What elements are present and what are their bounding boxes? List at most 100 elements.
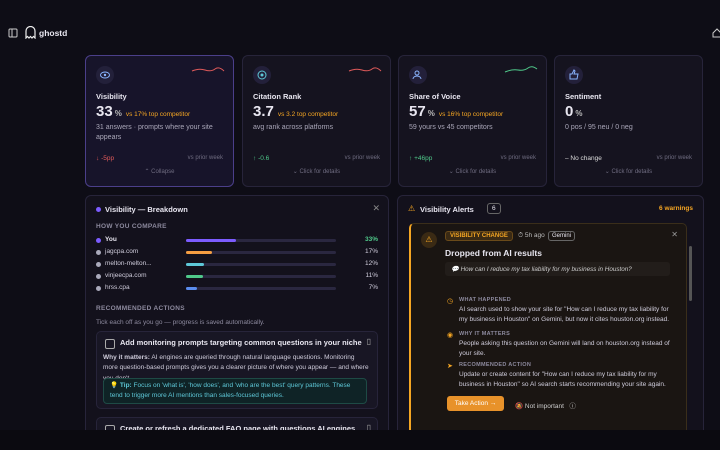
brand: ghostd xyxy=(39,28,68,38)
card-period: vs prior week xyxy=(656,155,692,161)
warning-icon: ⚠ xyxy=(408,204,416,213)
bar xyxy=(186,251,212,254)
section-heading: WHY IT MATTERS xyxy=(459,331,511,337)
comparison: vs 17% top competitor xyxy=(125,111,191,118)
card-icon xyxy=(96,66,114,84)
alert-title: Dropped from AI results xyxy=(445,248,542,258)
alert-card: ⚠ VISIBILITY CHANGE ⏱ 5h ago Gemini ✕ Dr… xyxy=(409,223,687,436)
panel-title: Visibility — Breakdown xyxy=(105,205,188,214)
card-action[interactable]: ⌄ Click for details xyxy=(604,169,653,175)
card-icon xyxy=(253,66,271,84)
card-action[interactable]: ⌄ Click for details xyxy=(292,169,341,175)
metric-card[interactable]: Citation Rank 3.7 vs 3.2 top competitor a… xyxy=(242,55,391,187)
compare-row: vinjeecpa.com 11% xyxy=(96,272,378,282)
sparkline xyxy=(348,67,382,72)
scrollbar[interactable] xyxy=(689,246,692,301)
dot xyxy=(96,274,101,279)
dot xyxy=(96,238,101,243)
sparkline xyxy=(504,66,538,73)
alert-time: 5h ago xyxy=(524,232,545,239)
card-value: 0% xyxy=(565,103,582,120)
metric-card[interactable]: Sentiment 0% 0 pos / 95 neu / 0 neg – No… xyxy=(554,55,703,187)
card-description: avg rank across platforms xyxy=(253,124,334,131)
section-text: AI search used to show your site for "Ho… xyxy=(459,306,670,324)
comparison: vs 3.2 top competitor xyxy=(277,111,339,118)
card-period: vs prior week xyxy=(187,155,223,161)
take-action-button[interactable]: Take Action → xyxy=(447,396,504,411)
section-heading: WHAT HAPPENED xyxy=(459,297,512,303)
delta: -0.6 xyxy=(258,155,270,162)
section-heading: RECOMMENDED ACTIONS xyxy=(96,305,185,312)
unit: % xyxy=(427,109,435,118)
alerts-panel: ⚠ Visibility Alerts 6 6 warnings ⚠ VISIB… xyxy=(397,195,704,437)
card-value: 3.7 vs 3.2 top competitor xyxy=(253,103,338,120)
action[interactable]: Click for details xyxy=(611,169,653,175)
tip-box: 💡 Tip: Focus on 'what is', 'how does', a… xyxy=(103,378,367,404)
close-button[interactable]: ✕ xyxy=(372,203,380,213)
bar-track xyxy=(186,263,336,266)
row-name: You xyxy=(105,236,117,243)
card-delta: ↑ -0.6 xyxy=(253,155,270,162)
bar xyxy=(186,287,197,290)
dot xyxy=(96,262,101,267)
home-icon[interactable] xyxy=(712,28,720,38)
dot xyxy=(96,207,101,212)
row-value: 7% xyxy=(368,284,378,291)
not-important-button[interactable]: 🔕 Not important ⓘ xyxy=(515,403,576,410)
card-delta: – No change xyxy=(565,155,602,162)
doc-icon[interactable]: ▯ xyxy=(366,423,371,432)
sidebar-toggle[interactable] xyxy=(8,28,18,38)
note: Tick each off as you go — progress is sa… xyxy=(96,319,265,326)
delta: +46pp xyxy=(414,155,433,162)
card-title: Visibility xyxy=(96,92,127,101)
card-description: 0 pos / 95 neu / 0 neg xyxy=(565,124,633,131)
card-icon xyxy=(565,66,583,84)
bottom-bar xyxy=(0,430,720,450)
query-box: 💬 How can I reduce my tax liability for … xyxy=(445,262,670,276)
metric-card[interactable]: Share of Voice 57% vs 16% top competitor … xyxy=(398,55,547,187)
card-period: vs prior week xyxy=(344,155,380,161)
section-heading: RECOMMENDED ACTION xyxy=(459,362,532,368)
card-action[interactable]: ⌄ Click for details xyxy=(448,169,497,175)
action-title: Add monitoring prompts targeting common … xyxy=(120,338,362,347)
dot xyxy=(96,286,101,291)
delta: -5pp xyxy=(101,155,115,162)
row-name: hrss.cpa xyxy=(105,284,130,291)
unit: % xyxy=(114,109,122,118)
warning-summary: 6 warnings xyxy=(659,205,693,212)
card-description: 59 yours vs 45 competitors xyxy=(409,124,493,131)
card-action[interactable]: ⌃ Collapse xyxy=(144,169,175,175)
bar xyxy=(186,239,236,242)
section-text: People asking this question on Gemini wi… xyxy=(459,340,670,358)
unit: % xyxy=(575,109,583,118)
card-value: 33% vs 17% top competitor xyxy=(96,103,190,120)
value: 0 xyxy=(565,103,574,120)
metric-card[interactable]: Visibility 33% vs 17% top competitor 31 a… xyxy=(85,55,234,187)
compare-row: hrss.cpa 7% xyxy=(96,284,378,294)
tip-label: Tip: xyxy=(119,382,132,389)
row-value: 12% xyxy=(364,260,378,267)
row-name: vinjeecpa.com xyxy=(105,272,147,279)
button-label[interactable]: Take Action xyxy=(454,400,488,407)
bar xyxy=(186,263,204,266)
button-label[interactable]: Not important xyxy=(524,403,564,410)
action[interactable]: Click for details xyxy=(299,169,341,175)
close-button[interactable]: ✕ xyxy=(671,230,678,239)
action[interactable]: Collapse xyxy=(151,169,175,175)
action[interactable]: Click for details xyxy=(455,169,497,175)
row-name: melton-melton... xyxy=(105,260,152,267)
section-text: Update or create content for "How can I … xyxy=(459,371,666,389)
doc-icon[interactable]: ▯ xyxy=(366,337,371,346)
row-name: jagcpa.com xyxy=(105,248,139,255)
dot xyxy=(96,250,101,255)
alert-icon: ⚠ xyxy=(421,232,437,248)
value: 33 xyxy=(96,103,113,120)
card-title: Citation Rank xyxy=(253,92,302,101)
compare-row: melton-melton... 12% xyxy=(96,260,378,270)
logo xyxy=(25,26,36,39)
card-title: Share of Voice xyxy=(409,92,461,101)
card-delta: ↓ -5pp xyxy=(96,155,115,162)
checkbox[interactable] xyxy=(105,339,115,349)
bar-track xyxy=(186,251,336,254)
